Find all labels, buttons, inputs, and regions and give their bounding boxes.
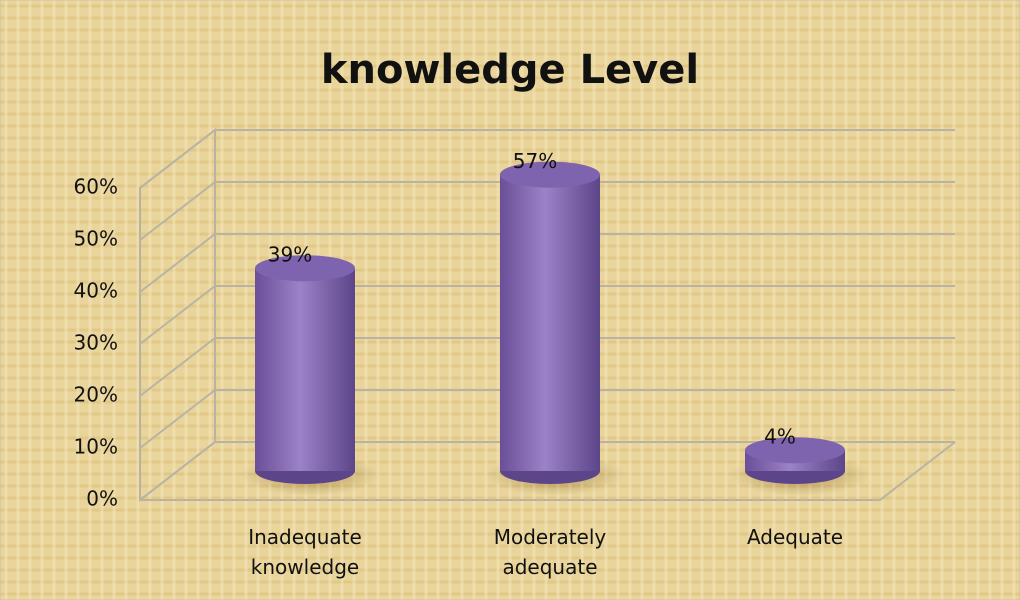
grid-line [139,337,216,397]
y-tick-label: 0% [86,487,118,511]
y-tick-label: 30% [74,331,118,355]
grid-line [139,389,216,449]
y-tick-label: 40% [74,279,118,303]
y-tick-label: 60% [74,175,118,199]
bar [255,268,355,471]
bar-top [745,437,845,464]
data-label: 57% [513,149,557,173]
floor [140,441,956,501]
grid-line [139,285,216,345]
bar [500,174,600,471]
data-label: 39% [268,243,312,267]
grid-line [139,233,216,293]
chart-title: knowledge Level [321,47,699,93]
bar-top [255,255,355,282]
y-tick-label: 10% [74,435,118,459]
grid-line [139,441,216,501]
bar-top [500,161,600,188]
grid-line [139,181,216,241]
x-tick-label: Adequate [746,525,844,549]
x-tick-label: Moderately adequate [493,525,607,579]
y-tick-label: 20% [74,383,118,407]
y-tick-label: 50% [74,227,118,251]
x-tick-label: Inadequate knowledge [248,525,362,579]
data-label: 4% [764,425,796,449]
grid-line [139,129,216,189]
